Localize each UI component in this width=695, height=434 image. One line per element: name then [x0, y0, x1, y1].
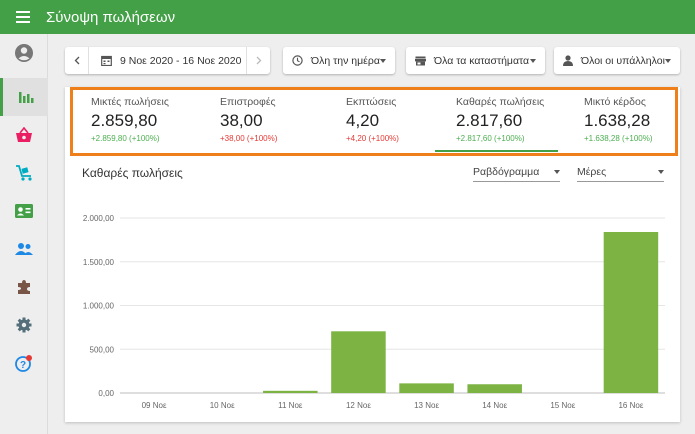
chevron-right-icon [256, 56, 261, 65]
date-range-button[interactable]: 9 Νοε 2020 - 16 Νοε 2020 [89, 55, 246, 67]
account-icon[interactable] [0, 34, 48, 72]
period-select[interactable]: Μέρες [577, 162, 664, 182]
gear-icon [16, 317, 32, 333]
previous-period-button[interactable] [65, 47, 89, 74]
person-icon [563, 55, 573, 66]
app-header: Σύνοψη πωλήσεων [0, 0, 695, 34]
store-filter-label: Όλα τα καταστήματα [434, 54, 530, 67]
id-card-icon [15, 204, 33, 218]
puzzle-icon [18, 280, 30, 294]
store-icon [415, 56, 426, 65]
selected-kpi-indicator [435, 150, 558, 152]
kpi-value: 4,20 [346, 111, 380, 130]
page-title: Σύνοψη πωλήσεων [46, 8, 176, 26]
kpi-change: +1.638,28 (+100%) [584, 134, 653, 143]
kpi-value: 38,00 [220, 111, 263, 130]
clock-icon [292, 55, 303, 66]
kpi-label: Μικτές πωλήσεις [91, 96, 169, 108]
kpi-change: +38,00 (+100%) [220, 134, 278, 143]
sidebar-item-items[interactable] [0, 116, 48, 154]
sidebar-item-integrations[interactable] [0, 268, 48, 306]
chart-type-select[interactable]: Ραβδόγραμμα [473, 162, 560, 182]
time-filter-dropdown[interactable]: Όλη την ημέρα [283, 47, 395, 74]
menu-icon[interactable] [0, 11, 46, 23]
caret-down-icon [665, 58, 671, 63]
chevron-left-icon [74, 56, 79, 65]
date-range-picker: 9 Νοε 2020 - 16 Νοε 2020 [65, 47, 270, 74]
kpi-label: Επιστροφές [220, 96, 276, 108]
sidebar-item-settings[interactable] [0, 306, 48, 344]
cart-icon [16, 165, 32, 181]
help-icon: ? [15, 355, 32, 372]
kpi-refunds[interactable]: Επιστροφές 38,00 +38,00 (+100%) [220, 96, 338, 154]
kpi-label: Καθαρές πωλήσεις [456, 96, 545, 108]
chart-type-value: Ραβδόγραμμα [473, 165, 540, 178]
bar-chart-icon [18, 92, 33, 103]
caret-down-icon [380, 58, 386, 63]
sidebar: ? [0, 34, 48, 434]
caret-down-icon [658, 169, 664, 174]
time-filter-label: Όλη την ημέρα [311, 54, 380, 67]
kpi-value: 2.859,80 [91, 111, 158, 130]
employee-filter-dropdown[interactable]: Όλοι οι υπάλληλοι [554, 47, 680, 74]
kpi-discounts[interactable]: Εκπτώσεις 4,20 +4,20 (+100%) [346, 96, 464, 154]
kpi-gross-sales[interactable]: Μικτές πωλήσεις 2.859,80 +2.859,80 (+100… [91, 96, 209, 154]
date-range-label: 9 Νοε 2020 - 16 Νοε 2020 [120, 54, 242, 67]
kpi-change: +2.859,80 (+100%) [91, 134, 160, 143]
sidebar-item-customers[interactable] [0, 230, 48, 268]
kpi-label: Εκπτώσεις [346, 96, 397, 108]
sidebar-item-inventory[interactable] [0, 154, 48, 192]
kpi-value: 2.817,60 [456, 111, 523, 130]
period-value: Μέρες [577, 165, 607, 178]
calendar-icon [101, 55, 112, 66]
kpi-net-sales[interactable]: Καθαρές πωλήσεις 2.817,60 +2.817,60 (+10… [456, 96, 574, 154]
kpi-change: +2.817,60 (+100%) [456, 134, 525, 143]
people-icon [15, 243, 33, 255]
basket-icon [16, 127, 32, 142]
kpi-value: 1.638,28 [584, 111, 651, 130]
kpi-gross-profit[interactable]: Μικτό κέρδος 1.638,28 +1.638,28 (+100%) [584, 96, 695, 154]
svg-text:?: ? [20, 360, 26, 371]
next-period-button[interactable] [246, 47, 270, 74]
caret-down-icon [530, 58, 536, 63]
store-filter-dropdown[interactable]: Όλα τα καταστήματα [406, 47, 545, 74]
sidebar-item-employees[interactable] [0, 192, 48, 230]
kpi-label: Μικτό κέρδος [584, 96, 646, 108]
employee-filter-label: Όλοι οι υπάλληλοι [581, 54, 665, 67]
sidebar-item-reports[interactable] [0, 78, 48, 116]
chart-title: Καθαρές πωλήσεις [82, 166, 183, 180]
sidebar-item-help[interactable]: ? [0, 344, 48, 382]
kpi-change: +4,20 (+100%) [346, 134, 399, 143]
caret-down-icon [554, 169, 560, 174]
kpi-highlight-box [70, 87, 678, 156]
